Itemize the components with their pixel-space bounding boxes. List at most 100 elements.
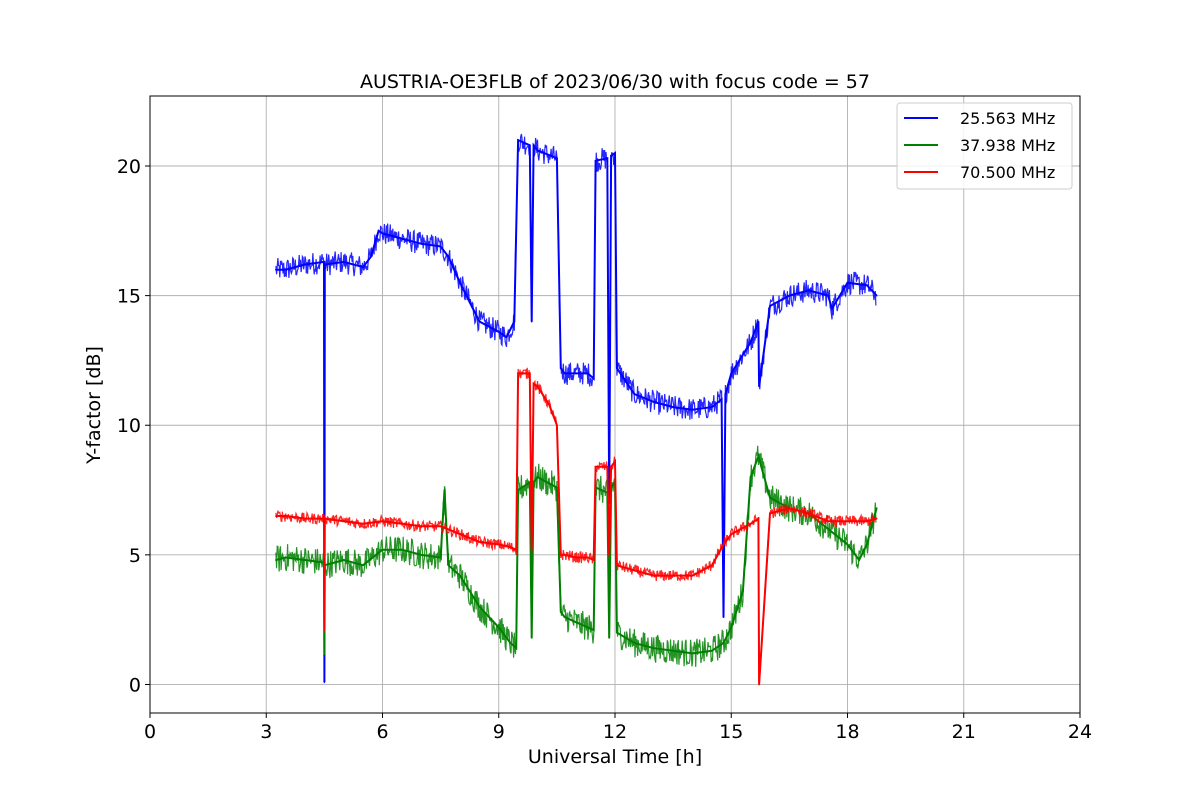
data-point — [724, 393, 727, 396]
plot-series — [275, 133, 878, 686]
data-point — [757, 517, 760, 520]
legend-label: 37.938 MHz — [960, 136, 1055, 155]
data-point — [616, 564, 618, 567]
data-point — [517, 139, 520, 141]
legend-label: 25.563 MHz — [960, 109, 1055, 128]
series-noise-band — [275, 133, 877, 684]
data-point — [807, 512, 810, 515]
data-point — [875, 517, 878, 520]
data-point — [865, 520, 868, 523]
series-3 — [275, 367, 878, 686]
data-point — [400, 548, 403, 551]
data-point — [594, 465, 597, 468]
data-point — [439, 245, 442, 248]
data-point — [513, 320, 516, 323]
y-axis-title: Y-factor [dB] — [83, 346, 105, 465]
chart-title: AUSTRIA-OE3FLB of 2023/06/30 with focus … — [360, 71, 870, 93]
data-point — [342, 261, 345, 263]
data-point — [846, 281, 849, 284]
data-point — [559, 610, 562, 613]
data-point — [555, 424, 558, 427]
data-point — [616, 367, 618, 370]
data-point — [439, 525, 442, 528]
data-point — [586, 372, 589, 375]
data-point — [758, 385, 761, 388]
data-point — [592, 377, 595, 380]
data-point — [730, 626, 733, 629]
data-point — [831, 307, 833, 310]
data-point — [323, 680, 326, 683]
data-point — [536, 476, 539, 478]
data-point — [592, 629, 595, 631]
data-point — [548, 403, 551, 406]
data-point — [323, 263, 326, 266]
x-axis-title: Universal Time [h] — [528, 746, 702, 768]
y-tick-label: 5 — [129, 545, 141, 567]
data-point — [284, 556, 287, 559]
data-point — [633, 569, 636, 572]
data-point — [827, 528, 830, 530]
data-point — [420, 553, 423, 556]
data-point — [594, 159, 597, 162]
data-point — [730, 372, 733, 375]
data-point — [846, 520, 849, 523]
data-point — [610, 465, 613, 468]
series-line — [275, 138, 878, 682]
data-point — [420, 525, 423, 528]
x-tick-label: 12 — [603, 721, 627, 743]
data-point — [827, 520, 830, 523]
data-point — [606, 465, 609, 468]
data-point — [710, 406, 713, 408]
data-point — [284, 268, 287, 271]
data-point — [275, 515, 277, 517]
data-point — [769, 496, 771, 499]
data-point — [528, 144, 531, 147]
data-point — [720, 398, 723, 401]
data-point — [342, 559, 345, 561]
data-point — [536, 149, 539, 152]
data-point — [691, 574, 694, 577]
data-point — [563, 553, 566, 556]
data-point — [536, 385, 539, 388]
series-line — [275, 372, 877, 685]
data-point — [749, 341, 752, 344]
data-point — [505, 336, 508, 338]
data-point — [672, 406, 675, 408]
data-point — [362, 266, 365, 269]
data-point — [633, 642, 636, 644]
data-point — [275, 559, 277, 561]
data-point — [586, 556, 589, 559]
x-tick-label: 15 — [719, 721, 743, 743]
data-point — [362, 564, 365, 567]
data-point — [788, 507, 791, 510]
data-point — [342, 520, 345, 523]
data-point — [691, 652, 694, 655]
data-point — [284, 515, 287, 517]
data-point — [563, 616, 566, 618]
data-point — [530, 636, 533, 639]
data-point — [652, 574, 655, 577]
data-point — [381, 548, 384, 551]
data-point — [377, 229, 380, 232]
series-1 — [275, 133, 878, 684]
data-point — [532, 382, 535, 385]
data-point — [722, 616, 725, 618]
data-point — [478, 320, 481, 323]
data-point — [478, 540, 481, 543]
data-point — [758, 683, 761, 686]
x-tick-label: 9 — [493, 721, 505, 743]
data-point — [470, 305, 473, 307]
data-point — [497, 543, 500, 546]
data-point — [652, 647, 655, 650]
data-point — [478, 605, 481, 608]
data-point — [497, 626, 500, 629]
data-point — [865, 543, 868, 546]
data-point — [323, 517, 326, 520]
axis-ticks: 0 3 6 9 12 15 18 21 24 0 5 10 15 20 — [117, 156, 1092, 743]
data-point — [710, 649, 713, 652]
data-point — [530, 320, 533, 323]
data-point — [575, 621, 578, 624]
data-point — [722, 543, 725, 546]
data-point — [614, 152, 616, 154]
